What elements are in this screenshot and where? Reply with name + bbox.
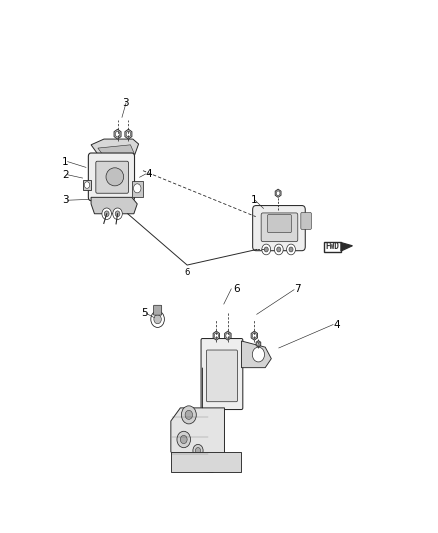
Polygon shape xyxy=(171,452,241,472)
Text: 4: 4 xyxy=(146,169,152,179)
Polygon shape xyxy=(91,197,137,214)
Circle shape xyxy=(214,333,219,338)
Polygon shape xyxy=(114,129,121,139)
Circle shape xyxy=(126,132,131,137)
Circle shape xyxy=(252,347,265,362)
Polygon shape xyxy=(275,189,281,197)
Circle shape xyxy=(115,132,120,137)
Circle shape xyxy=(180,435,187,443)
Circle shape xyxy=(205,457,209,463)
FancyBboxPatch shape xyxy=(268,215,291,232)
FancyBboxPatch shape xyxy=(261,213,298,241)
Circle shape xyxy=(151,311,164,327)
FancyBboxPatch shape xyxy=(154,305,162,315)
Text: 6: 6 xyxy=(184,268,190,277)
Circle shape xyxy=(276,191,280,196)
Polygon shape xyxy=(341,243,353,251)
Polygon shape xyxy=(213,331,219,340)
FancyBboxPatch shape xyxy=(253,206,305,251)
Text: 4: 4 xyxy=(334,320,340,329)
Circle shape xyxy=(277,247,281,252)
Polygon shape xyxy=(251,331,258,340)
Circle shape xyxy=(104,211,109,216)
Circle shape xyxy=(193,445,203,457)
Circle shape xyxy=(202,454,212,466)
Polygon shape xyxy=(91,139,138,157)
Circle shape xyxy=(181,406,196,424)
Circle shape xyxy=(102,208,111,220)
Polygon shape xyxy=(132,181,143,197)
Text: 2: 2 xyxy=(62,170,69,180)
Polygon shape xyxy=(241,341,271,368)
Text: 5: 5 xyxy=(141,309,148,319)
Circle shape xyxy=(257,342,260,346)
Polygon shape xyxy=(125,129,132,139)
Circle shape xyxy=(286,244,295,255)
Circle shape xyxy=(226,333,230,338)
Polygon shape xyxy=(225,331,231,340)
Circle shape xyxy=(84,182,90,188)
Text: 1: 1 xyxy=(251,195,258,205)
Polygon shape xyxy=(83,180,91,190)
Circle shape xyxy=(115,211,120,216)
FancyBboxPatch shape xyxy=(201,338,243,409)
Circle shape xyxy=(154,314,161,324)
Circle shape xyxy=(177,431,191,448)
Text: 3: 3 xyxy=(62,195,69,205)
Circle shape xyxy=(262,244,271,255)
Polygon shape xyxy=(171,368,224,472)
Polygon shape xyxy=(98,145,134,156)
Text: FWD: FWD xyxy=(325,242,339,251)
Text: 1: 1 xyxy=(62,157,69,167)
Ellipse shape xyxy=(106,168,124,186)
Circle shape xyxy=(289,247,293,252)
Circle shape xyxy=(185,410,193,419)
Circle shape xyxy=(195,448,201,454)
Text: 7: 7 xyxy=(294,284,301,294)
Polygon shape xyxy=(256,341,261,347)
FancyBboxPatch shape xyxy=(96,161,128,193)
FancyBboxPatch shape xyxy=(206,350,237,402)
Circle shape xyxy=(134,184,141,193)
FancyBboxPatch shape xyxy=(88,153,134,200)
Circle shape xyxy=(274,244,283,255)
Circle shape xyxy=(264,247,268,252)
FancyBboxPatch shape xyxy=(324,241,341,252)
Circle shape xyxy=(113,208,122,220)
FancyBboxPatch shape xyxy=(301,213,311,229)
Circle shape xyxy=(252,333,256,338)
Text: 6: 6 xyxy=(233,284,240,294)
Text: 3: 3 xyxy=(123,98,129,108)
